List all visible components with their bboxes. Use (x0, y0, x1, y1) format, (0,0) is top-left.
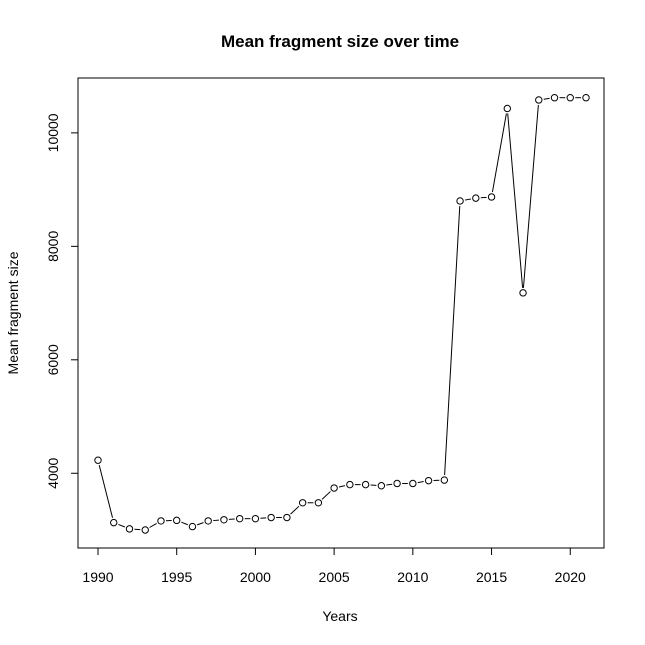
series-segment (98, 464, 114, 518)
series-segment (149, 522, 157, 528)
data-point (157, 517, 165, 525)
y-tick-label: 8000 (45, 231, 61, 262)
data-point (535, 96, 543, 104)
data-point (519, 289, 527, 297)
x-tick-label: 2005 (319, 569, 350, 585)
series-segment (338, 485, 346, 488)
x-axis-label: Years (322, 608, 357, 624)
data-point (409, 479, 417, 488)
data-point (566, 94, 574, 102)
x-tick-label: 2015 (476, 569, 507, 585)
y-tick-label: 10000 (45, 113, 61, 152)
series-segment (522, 104, 539, 288)
series-segment (118, 524, 126, 528)
data-point (110, 518, 118, 527)
data-point (456, 197, 464, 205)
data-point (220, 516, 228, 524)
data-point (361, 480, 370, 489)
x-tick-label: 1990 (82, 569, 113, 585)
data-point (267, 513, 275, 522)
x-tick-label: 1995 (161, 569, 192, 585)
data-point (424, 476, 433, 485)
data-point (346, 480, 354, 489)
series-segment (543, 97, 550, 100)
x-tick-label: 2000 (240, 569, 271, 585)
data-point (472, 194, 480, 202)
data-point (283, 513, 291, 522)
series-segment (196, 522, 204, 526)
y-tick-label: 4000 (45, 457, 61, 488)
series-segment (444, 205, 461, 476)
data-point (125, 525, 134, 533)
x-tick-label: 2020 (555, 569, 586, 585)
data-point (251, 514, 260, 523)
x-tick-label: 2010 (397, 569, 428, 585)
series-segment (491, 113, 507, 193)
data-point (235, 514, 244, 523)
series-segment (181, 521, 188, 526)
data-point (141, 526, 149, 534)
data-point (94, 456, 102, 464)
series-layer (94, 94, 590, 534)
data-point (503, 104, 511, 113)
data-point (314, 499, 323, 507)
series-segment (507, 113, 524, 288)
plot-frame (77, 77, 605, 549)
data-point (188, 522, 197, 531)
y-tick-label: 6000 (45, 344, 61, 375)
series-segment (417, 481, 424, 484)
series-segment (464, 198, 471, 201)
data-point (440, 476, 449, 484)
data-point (298, 499, 307, 507)
series-segment (386, 483, 393, 486)
x-axis: 1990 1995 2000 2005 2010 2015 2020 (82, 547, 586, 585)
data-point (487, 193, 496, 201)
data-point (393, 479, 401, 488)
series-segment (290, 505, 300, 515)
data-point (173, 516, 181, 525)
data-point (330, 484, 338, 492)
chart-title: Mean fragment size over time (221, 32, 459, 51)
data-point (550, 94, 559, 102)
y-axis: 4000 6000 8000 10000 (45, 113, 79, 489)
series-segment (321, 491, 331, 500)
data-point (204, 517, 212, 525)
data-point (377, 482, 386, 490)
data-point (582, 94, 590, 102)
y-axis-label: Mean fragment size (5, 251, 21, 374)
